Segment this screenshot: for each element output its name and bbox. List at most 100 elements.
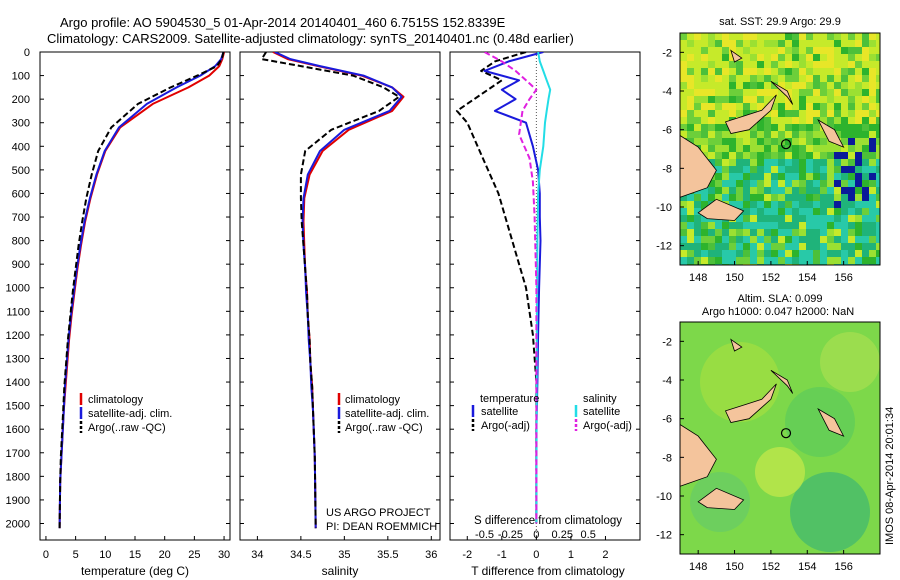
sst-cell [743, 201, 750, 208]
sst-cell [701, 75, 708, 82]
sst-cell [715, 229, 722, 236]
sst-cell [820, 201, 827, 208]
sst-cell [848, 40, 855, 47]
sst-cell [869, 110, 876, 117]
sst-cell [743, 96, 750, 103]
sst-cell [792, 117, 799, 124]
x-axes: 0 5 10 15 20 25 30 34 34.5 35 35.5 36 -2 -1 0 1 2 -0.5 -0.… [43, 529, 609, 561]
land-mass [724, 383, 777, 423]
sst-cell [729, 96, 736, 103]
sst-cell [806, 82, 813, 89]
sst-cell [729, 173, 736, 180]
sst-cell [722, 82, 729, 89]
sst-cell [820, 117, 827, 124]
sal-xtick-label: 35.5 [377, 549, 398, 561]
sst-cell [827, 103, 834, 110]
sst-cell [680, 257, 687, 264]
map-ytick-label: -2 [662, 336, 672, 348]
sst-cell [876, 236, 880, 243]
difference-plot [455, 52, 552, 540]
map-xtick-label: 150 [725, 272, 743, 284]
sst-cell [680, 75, 687, 82]
sst-cell [827, 250, 834, 257]
sst-cell [722, 173, 729, 180]
sst-cell [764, 138, 771, 145]
map-xtick-label: 148 [689, 561, 707, 573]
sst-cell [750, 173, 757, 180]
map-ytick-label: -8 [662, 163, 672, 175]
sst-cell [806, 243, 813, 250]
sst-cell [820, 159, 827, 166]
sst-cell [701, 103, 708, 110]
sst-cell [764, 187, 771, 194]
sst-cell [750, 187, 757, 194]
sst-cell [743, 250, 750, 257]
sst-cell [827, 187, 834, 194]
sst-cell [701, 82, 708, 89]
sst-cell [757, 75, 764, 82]
sst-cell [827, 194, 834, 201]
sst-cell [687, 110, 694, 117]
sst-cell [764, 54, 771, 61]
sst-cell [708, 75, 715, 82]
sst-cell [799, 250, 806, 257]
sst-cell [778, 257, 785, 264]
sst-cell [680, 47, 687, 54]
sst-cell [855, 250, 862, 257]
sst-cell [736, 131, 743, 138]
sst-cell [841, 61, 848, 68]
sst-cell [855, 117, 862, 124]
sst-cell [799, 82, 806, 89]
sst-cell [708, 61, 715, 68]
sst-cell [736, 33, 743, 40]
sst-cell [820, 131, 827, 138]
sst-cell [778, 124, 785, 131]
sst-cell [848, 250, 855, 257]
map-ytick-label: -4 [662, 86, 672, 98]
sst-cell [729, 33, 736, 40]
sst-cell [862, 180, 869, 187]
float-marker [780, 139, 792, 150]
sst-cell [792, 89, 799, 96]
sst-cell [813, 194, 820, 201]
sst-cell [855, 138, 862, 145]
sst-cell [855, 75, 862, 82]
sst-cell [722, 117, 729, 124]
sst-cell [701, 68, 708, 75]
sst-cell [750, 124, 757, 131]
temp-xtick-label: 10 [99, 549, 111, 561]
sst-cell [834, 236, 841, 243]
sst-cell [813, 180, 820, 187]
sst-cell [848, 215, 855, 222]
sst-cell [729, 75, 736, 82]
sst-cell [876, 229, 880, 236]
sst-cell [806, 229, 813, 236]
sst-cell [813, 152, 820, 159]
sst-cell [785, 110, 792, 117]
sst-cell [862, 124, 869, 131]
sst-cell [806, 131, 813, 138]
sst-cell [701, 117, 708, 124]
sst-cell [750, 138, 757, 145]
sst-cell [869, 89, 876, 96]
sst-cell [687, 208, 694, 215]
sst-cell [764, 194, 771, 201]
sst-cell [785, 201, 792, 208]
sst-cell [855, 173, 862, 180]
sst-cell [792, 145, 799, 152]
depth-axis: 0 100 200 300 400 500 600 700 800 900 1000 1100 1200… [6, 47, 640, 530]
sst-cell [743, 33, 750, 40]
sst-cell [806, 96, 813, 103]
sst-cell [729, 229, 736, 236]
sst-cell [792, 82, 799, 89]
sst-cell [820, 138, 827, 145]
sst-cell [680, 117, 687, 124]
sst-cell [694, 40, 701, 47]
sst-cell [841, 243, 848, 250]
sst-cell [778, 47, 785, 54]
sst-cell [764, 89, 771, 96]
sst-cell [876, 117, 880, 124]
sst-cell [771, 61, 778, 68]
sst-cell [722, 243, 729, 250]
sst-cell [869, 236, 876, 243]
